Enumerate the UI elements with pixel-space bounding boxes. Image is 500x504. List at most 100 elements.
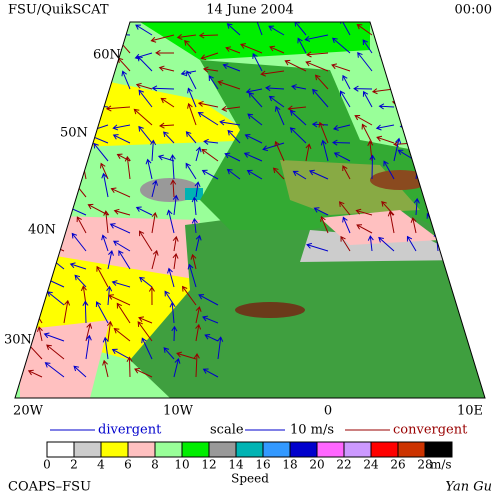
wind-arrow <box>157 154 175 162</box>
colorbar-tick-label: 0 <box>43 458 51 472</box>
wind-arrow <box>138 89 153 108</box>
wind-arrow <box>15 235 21 252</box>
wind-arrow <box>396 88 417 97</box>
colorbar-swatch <box>46 441 75 458</box>
wind-arrow <box>226 168 241 180</box>
wind-arrow <box>16 198 23 216</box>
wind-arrow <box>379 52 395 58</box>
wind-arrow <box>200 52 219 61</box>
wind-arrow <box>53 197 65 216</box>
wind-arrow <box>195 146 202 162</box>
wind-arrow <box>308 169 329 180</box>
wind-arrow <box>95 301 109 324</box>
wind-arrow <box>197 100 219 108</box>
wind-arrow <box>27 181 43 198</box>
wind-arrow <box>171 325 178 342</box>
wind-arrow <box>201 148 219 162</box>
wind-arrow <box>304 34 329 42</box>
colorbar-swatch <box>154 441 183 458</box>
wind-arrow <box>25 162 43 180</box>
wind-arrow <box>170 179 177 198</box>
lat-label: 50N <box>60 126 88 141</box>
header-left: FSU/QuikSCAT <box>8 3 109 18</box>
wind-arrow <box>362 90 373 108</box>
wind-arrow <box>15 67 21 74</box>
wind-arrow <box>186 70 197 90</box>
wind-arrow <box>110 187 131 198</box>
wind-arrow <box>43 332 65 342</box>
wind-arrow <box>198 32 219 39</box>
wind-arrow <box>121 70 131 90</box>
wind-arrow <box>158 65 175 72</box>
wind-arrow <box>294 22 307 36</box>
legend-convergent: convergent <box>393 423 468 438</box>
wind-arrow <box>40 34 65 42</box>
wind-arrow <box>340 90 351 108</box>
wind-arrow <box>444 53 461 72</box>
wind-arrow <box>274 140 285 162</box>
colorbar-tick-label: 28 <box>417 458 432 472</box>
colorbar-swatch <box>235 441 264 458</box>
header-right: 00:00 <box>455 3 492 18</box>
wind-arrow <box>28 130 43 144</box>
colorbar-tick-label: 10 <box>174 458 189 472</box>
wind-arrow <box>244 134 263 144</box>
wind-arrow <box>265 85 285 92</box>
wind-arrow <box>444 99 461 108</box>
wind-arrow <box>48 112 65 126</box>
colorbar-swatch <box>343 441 372 458</box>
wind-arrow <box>332 37 351 54</box>
colorbar-tick-label: 2 <box>70 458 78 472</box>
wind-arrow <box>28 272 43 288</box>
colorbar-tick-label: 8 <box>151 458 159 472</box>
wind-arrow <box>63 299 71 324</box>
wind-arrow <box>100 162 109 180</box>
wind-arrow <box>385 50 395 72</box>
wind-arrow <box>46 344 65 360</box>
colorbar-swatch <box>397 441 426 458</box>
wind-arrow <box>73 77 87 90</box>
wind-arrow <box>437 199 444 216</box>
wind-arrow <box>15 79 21 90</box>
wind-arrow <box>419 124 439 130</box>
wind-arrow <box>410 217 417 234</box>
legend-scale-value: 10 m/s <box>290 423 334 438</box>
wind-arrow <box>166 209 175 234</box>
wind-arrow <box>445 149 461 162</box>
wind-arrow <box>105 105 131 112</box>
wind-arrow <box>314 74 329 90</box>
wind-arrow <box>297 37 307 54</box>
wind-arrow <box>51 61 65 72</box>
wind-arrow <box>444 81 461 90</box>
wind-arrow <box>445 45 461 54</box>
wind-arrow <box>163 131 175 144</box>
wind-arrow <box>163 347 175 360</box>
wind-arrow <box>113 208 131 216</box>
wind-arrow <box>151 211 158 234</box>
wind-arrow <box>18 164 25 180</box>
wind-arrow <box>353 85 373 92</box>
wind-arrow <box>401 28 417 36</box>
wind-arrow <box>15 120 21 127</box>
wind-arrow <box>15 85 21 108</box>
wind-arrow <box>93 142 109 162</box>
wind-arrow <box>103 210 110 234</box>
wind-arrow <box>176 351 197 360</box>
wind-arrow <box>442 118 461 126</box>
wind-arrow <box>150 139 157 162</box>
colorbar-swatch <box>127 441 156 458</box>
wind-arrow <box>424 45 439 54</box>
colorbar-tick-label: 22 <box>336 458 351 472</box>
wind-arrow <box>201 169 219 180</box>
wind-arrow <box>197 112 219 126</box>
wind-arrow <box>159 122 175 129</box>
wind-arrow <box>112 134 131 144</box>
wind-arrow <box>111 348 131 360</box>
wind-arrow <box>195 323 202 342</box>
wind-arrow <box>378 103 395 110</box>
wind-arrow <box>406 235 417 252</box>
wind-arrow <box>187 263 197 288</box>
wind-arrow <box>15 174 22 198</box>
wind-arrow <box>59 162 66 180</box>
